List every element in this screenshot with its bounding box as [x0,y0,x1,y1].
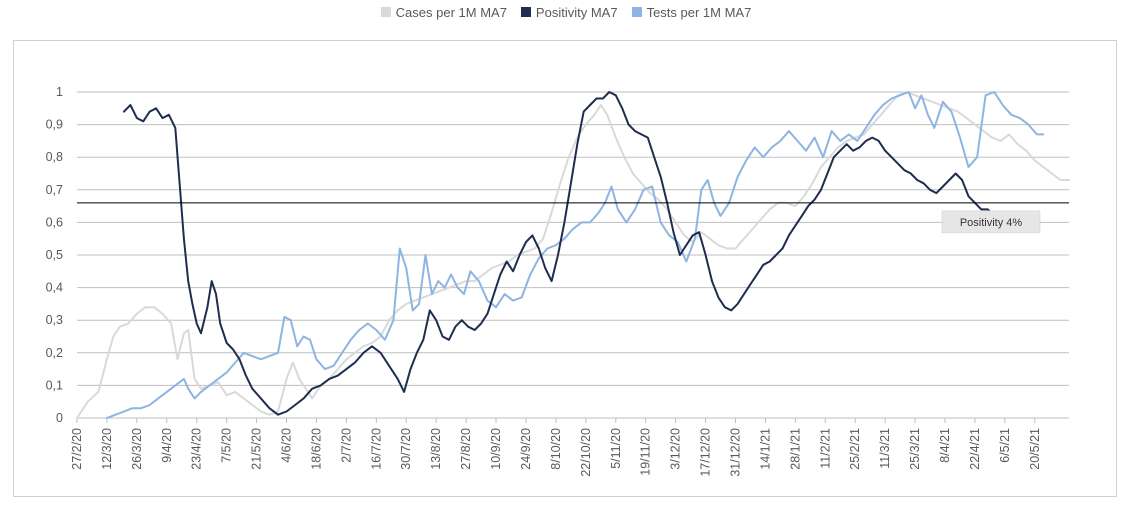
x-tick-label: 25/2/21 [848,428,862,470]
legend-swatch-positivity [520,7,531,17]
y-tick-label: 0,5 [46,248,63,262]
y-tick-label: 0,1 [46,378,63,392]
x-tick-label: 25/3/21 [908,428,922,470]
reference-line-label-box [941,210,1041,234]
x-axis-ticks: 27/2/20 12/3/20 26/3/20 9/4/20 23/4/20 7/5/20… [70,418,1042,477]
x-tick-label: 5/11/20 [609,428,623,469]
x-tick-label: 8/4/21 [938,428,952,463]
chart-legend: Cases per 1M MA7 Positivity MA7 Tests pe… [0,3,1132,21]
x-tick-label: 20/5/21 [1028,428,1042,470]
gridlines [77,91,1069,419]
x-tick-label: 3/12/20 [669,428,683,470]
legend-item-positivity[interactable]: Positivity MA7 [520,4,618,20]
x-tick-label: 21/5/20 [250,428,264,470]
y-tick-label: 0,2 [46,346,63,360]
x-tick-label: 8/10/20 [549,428,563,470]
chart-frame: 0 0,1 0,2 0,3 0,4 0,5 0,6 0,7 0,8 0,9 1 27/2/20 12/… [13,40,1117,497]
x-tick-label: 24/9/20 [519,428,533,470]
x-tick-label: 18/6/20 [309,428,323,470]
x-tick-label: 4/6/20 [280,428,294,463]
x-tick-label: 13/8/20 [429,428,443,470]
y-axis-ticks: 0 0,1 0,2 0,3 0,4 0,5 0,6 0,7 0,8 0,9 1 [46,85,63,425]
x-tick-label: 22/4/21 [968,428,982,470]
x-tick-label: 27/8/20 [459,428,473,470]
x-tick-label: 2/7/20 [339,428,353,463]
x-tick-label: 16/7/20 [369,428,383,470]
series-line-positivity-ma7 [123,91,1002,416]
x-tick-label: 30/7/20 [399,428,413,470]
x-tick-label: 28/1/21 [788,428,802,470]
x-tick-label: 19/11/20 [639,428,653,476]
x-tick-label: 22/10/20 [579,428,593,477]
y-tick-label: 0,8 [46,150,63,164]
legend-label-positivity: Positivity MA7 [535,4,618,20]
y-tick-label: 0,6 [46,215,63,229]
legend-label-cases: Cases per 1M MA7 [395,4,507,20]
x-tick-label: 7/5/20 [220,428,234,463]
series-lines [76,91,1070,419]
x-tick-label: 6/5/21 [998,428,1012,463]
line-chart: 0 0,1 0,2 0,3 0,4 0,5 0,6 0,7 0,8 0,9 1 27/2/20 12/… [46,85,1070,477]
y-tick-label: 0,7 [46,183,63,197]
x-tick-label: 23/4/20 [190,428,204,470]
legend-swatch-tests [631,7,642,17]
reference-line-label: Positivity 4% [960,217,1023,229]
y-tick-label: 0,9 [46,118,63,132]
legend-item-cases[interactable]: Cases per 1M MA7 [380,4,507,20]
legend-swatch-cases [380,7,391,17]
legend-item-tests[interactable]: Tests per 1M MA7 [631,4,752,20]
x-tick-label: 14/1/21 [758,428,772,470]
x-tick-label: 11/2/21 [818,428,832,469]
x-tick-label: 31/12/20 [728,428,742,477]
y-tick-label: 0,3 [46,313,63,327]
x-tick-label: 17/12/20 [699,428,713,477]
y-tick-label: 0,4 [46,281,63,295]
y-tick-label: 1 [56,85,63,99]
x-tick-label: 27/2/20 [70,428,84,470]
series-line-tests-per-1m-ma7 [105,91,1045,419]
x-tick-label: 26/3/20 [130,428,144,470]
x-tick-label: 12/3/20 [100,428,114,470]
y-tick-label: 0 [56,411,63,425]
x-tick-label: 9/4/20 [160,428,174,463]
x-tick-label: 10/9/20 [489,428,503,470]
reference-line: Positivity 4% [77,202,1069,234]
x-tick-label: 11/3/21 [878,428,892,469]
legend-label-tests: Tests per 1M MA7 [646,4,752,20]
